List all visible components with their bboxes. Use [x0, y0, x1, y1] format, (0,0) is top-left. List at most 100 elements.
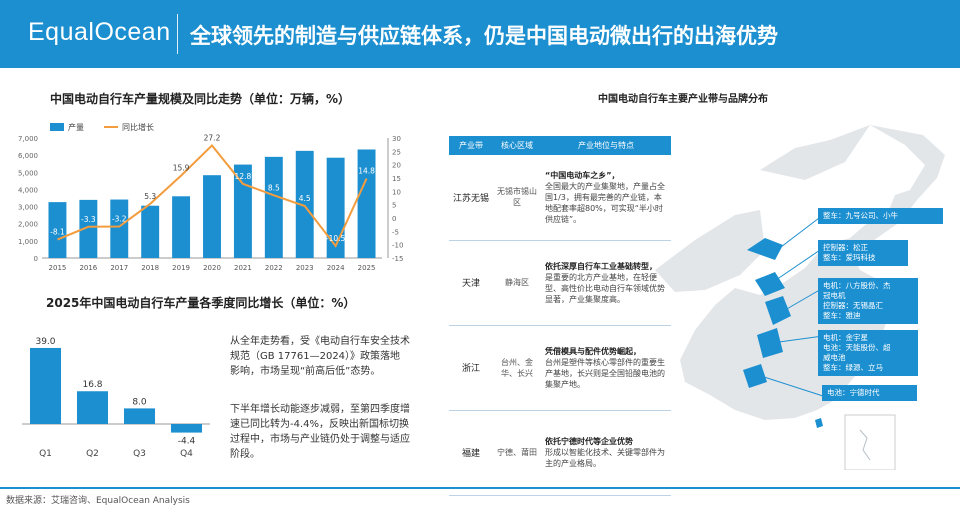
y-left-tick-label: 2,000	[18, 221, 38, 229]
x-tick-label: 2016	[79, 264, 97, 272]
callout-line: 电池：宁德时代	[827, 388, 880, 397]
callout-line: 电机：金宇星	[823, 333, 868, 342]
production-bar	[110, 199, 129, 258]
hub-feature: “中国电动车之乡”， 全国最大的产业集聚地，产量占全国1/3，拥有最完善的产业链，…	[541, 155, 671, 241]
x-tick-label: 2023	[296, 264, 314, 272]
production-bar	[233, 164, 252, 258]
quarter-bar	[170, 424, 203, 433]
yoy-data-label: -3.2	[112, 215, 127, 224]
yoy-data-label: 5.3	[144, 192, 156, 201]
commentary-policy: 从全年走势看，受《电动自行车安全技术规范（GB 17761—2024）》政策落地…	[230, 336, 410, 377]
legend-label: 同比增长	[122, 122, 154, 132]
production-bar	[264, 156, 283, 258]
hub-feature-body: 形成以智能化技术、关键零部件为主的产业格局。	[545, 448, 665, 468]
production-chart-title: 中国电动自行车产量规模及同比走势（单位：万辆，%）	[50, 92, 351, 106]
hub-feature-body: 全国最大的产业集聚地，产量占全国1/3，拥有最完善的产业链，本地配套率超80%，…	[545, 181, 665, 224]
y-left-tick-label: 3,000	[18, 204, 38, 212]
hub-feature-head: “中国电动车之乡”，	[545, 170, 620, 180]
hub-region: 宁德、莆田	[493, 410, 541, 496]
quarterly-chart: 39.0 16.8 8.0 -4.4 Q1 Q2 Q3 Q4	[22, 337, 210, 459]
y-right-tick-label: 15	[392, 175, 401, 183]
footer-divider	[0, 487, 960, 489]
y-left-tick-label: 5,000	[18, 169, 38, 177]
y-left-tick-label: 7,000	[18, 135, 38, 143]
quarter-bar	[29, 347, 62, 424]
x-tick-label: 2020	[203, 264, 221, 272]
brand-logo: EqualOcean	[28, 18, 171, 46]
production-bar	[141, 205, 160, 258]
quarter-data-label: 39.0	[35, 337, 55, 347]
production-bar	[79, 199, 98, 258]
column-header: 产业带	[449, 136, 493, 155]
yoy-data-label: 4.5	[299, 194, 311, 203]
x-tick-label: 2025	[358, 264, 376, 272]
y-left-tick-label: 4,000	[18, 186, 38, 194]
table-row: 江苏无锡 无锡市锡山区 “中国电动车之乡”， 全国最大的产业集聚地，产量占全国1/…	[449, 155, 671, 241]
x-tick-label: 2019	[172, 264, 190, 272]
production-chart: 0 1,000 2,000 3,000 4,000 5,000 6,000 7,000 -15 -…	[18, 122, 403, 272]
page-headline: 全球领先的制造与供应链体系，仍是中国电动微出行的出海优势	[190, 24, 778, 48]
yoy-data-label: 14.8	[358, 167, 375, 176]
hub-name: 天津	[449, 240, 493, 326]
x-tick-label: Q3	[133, 449, 146, 459]
y-left-tick-label: 0	[34, 255, 38, 263]
x-tick-label: 2024	[327, 264, 345, 272]
callout-zhejiang: 电机：金宇星 电池：天能股份、超 威电池 整车：绿源、立马	[818, 330, 918, 376]
production-bar	[203, 175, 221, 258]
quarter-data-label: 8.0	[132, 397, 147, 407]
hub-name: 江苏无锡	[449, 155, 493, 241]
header-bar: EqualOcean 全球领先的制造与供应链体系，仍是中国电动微出行的出海优势	[0, 0, 960, 68]
yoy-data-label: -8.1	[50, 228, 65, 237]
hub-feature: 凭借模具与配件优势崛起， 台州是塑件等核心零部件的重要生产基地，长兴则是全国铅酸电…	[541, 325, 671, 411]
hub-region: 无锡市锡山区	[493, 155, 541, 241]
hub-feature-head: 凭借模具与配件优势崛起，	[545, 346, 641, 356]
callout-line: 威电池	[823, 353, 846, 362]
y-right-tick-label: -15	[392, 255, 403, 263]
map-title: 中国电动自行车主要产业带与品牌分布	[598, 94, 768, 105]
x-tick-label: 2021	[234, 264, 252, 272]
callout-line: 电池：天能股份、超	[823, 343, 891, 352]
callout-line: 控制器：松正	[823, 243, 868, 252]
china-map-icon	[655, 125, 945, 470]
x-tick-label: 2015	[49, 264, 67, 272]
quarter-data-label: 16.8	[82, 380, 102, 390]
column-header: 产业地位与特点	[541, 136, 671, 155]
y-right-tick-label: 0	[392, 215, 396, 223]
callout-fujian: 电池：宁德时代	[822, 385, 917, 401]
x-tick-label: 2018	[141, 264, 159, 272]
header-divider	[177, 14, 178, 54]
table-header-row: 产业带 核心区域 产业地位与特点	[449, 136, 671, 155]
hub-region: 静海区	[493, 240, 541, 326]
yoy-data-label: 12.8	[235, 172, 252, 181]
hub-feature-head: 依托深厚自行车工业基础转型，	[545, 261, 657, 271]
y-right-tick-label: 30	[392, 135, 401, 143]
production-bar	[48, 202, 67, 258]
callout-line: 整车：绿源、立马	[823, 363, 883, 372]
callout-line: 整车：九号公司、小牛	[823, 211, 898, 220]
quarter-data-label: -4.4	[178, 437, 196, 447]
source-note: 数据来源：艾瑞咨询、EqualOcean Analysis	[6, 496, 190, 506]
x-tick-label: Q4	[180, 449, 193, 459]
y-right-tick-label: 10	[392, 188, 401, 196]
x-tick-label: Q2	[86, 449, 99, 459]
callout-jiangsu: 电机：八方股份、杰 冠电机 控制器：无锡晶汇 整车：雅迪	[818, 278, 918, 324]
x-tick-label: Q1	[39, 449, 52, 459]
x-tick-label: 2022	[265, 264, 283, 272]
y-left-tick-label: 1,000	[18, 238, 38, 246]
callout-line: 控制器：无锡晶汇	[823, 301, 883, 310]
yoy-data-label: -10.5	[326, 234, 346, 243]
callout-line: 整车：爱玛科技	[823, 253, 876, 262]
table-row: 浙江 台州、金华、长兴 凭借模具与配件优势崛起， 台州是塑件等核心零部件的重要生产…	[449, 325, 671, 411]
callout-north-brands: 整车：九号公司、小牛	[818, 208, 943, 224]
y-right-tick-label: 5	[392, 202, 396, 210]
hub-feature-body: 台州是塑件等核心零部件的重要生产基地，长兴则是全国铅酸电池的集聚产地。	[545, 357, 665, 389]
y-right-tick-label: 20	[392, 162, 401, 170]
callout-line: 电机：八方股份、杰	[823, 281, 891, 290]
production-bar	[295, 150, 314, 258]
table-row: 福建 宁德、莆田 依托宁德时代等企业优势 形成以智能化技术、关键零部件为主的产业格…	[449, 410, 671, 496]
callout-line: 整车：雅迪	[823, 311, 861, 320]
hub-feature-head: 依托宁德时代等企业优势	[545, 437, 633, 446]
y-left-tick-label: 6,000	[18, 152, 38, 160]
quarterly-chart-title: 2025年中国电动自行车产量各季度同比增长（单位：%）	[46, 296, 356, 310]
legend-bar-swatch	[50, 123, 64, 131]
